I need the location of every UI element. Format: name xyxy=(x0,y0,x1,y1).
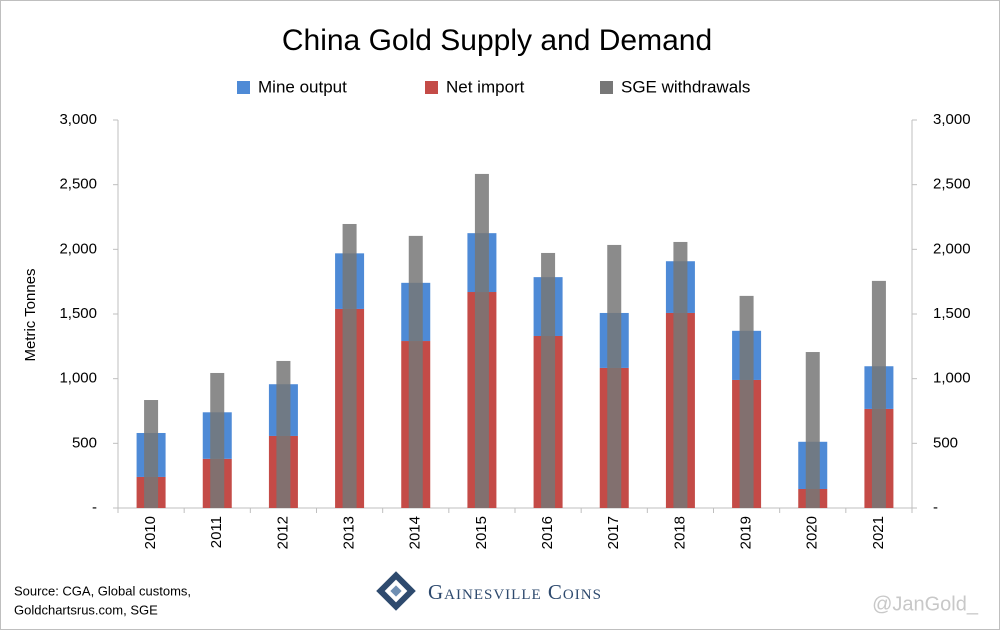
y2-tick-label: 3,000 xyxy=(933,111,971,128)
y-tick-label: 500 xyxy=(72,434,97,451)
x-tick-label: 2013 xyxy=(341,516,358,549)
x-tick-label: 2018 xyxy=(671,516,688,549)
source-line: Source: CGA, Global customs, xyxy=(14,583,191,598)
x-tick-label: 2019 xyxy=(738,516,755,549)
legend-label: Net import xyxy=(446,77,525,96)
legend-swatch xyxy=(237,81,250,94)
bar-overlay xyxy=(673,241,688,508)
x-tick-label: 2011 xyxy=(208,516,225,548)
x-tick-label: 2017 xyxy=(605,516,622,549)
watermark: @JanGold_ xyxy=(872,593,979,615)
x-tick-label: 2012 xyxy=(274,516,291,549)
bar-overlay xyxy=(805,352,820,508)
y-tick-label: 1,000 xyxy=(59,370,97,387)
x-tick-label: 2010 xyxy=(142,516,159,549)
y2-tick-label: - xyxy=(933,499,938,516)
bar-overlay xyxy=(210,372,225,508)
y2-tick-label: 500 xyxy=(933,434,958,451)
x-tick-label: 2021 xyxy=(870,516,887,549)
bar-overlay xyxy=(276,360,291,508)
y-tick-label: - xyxy=(92,499,97,516)
source-line: Goldchartsrus.com, SGE xyxy=(14,602,158,617)
bar-overlay xyxy=(408,235,423,508)
y2-tick-label: 1,500 xyxy=(933,305,971,322)
chart-title: China Gold Supply and Demand xyxy=(282,24,712,57)
y-axis-label: Metric Tonnes xyxy=(22,268,39,361)
y-tick-label: 2,000 xyxy=(59,240,97,257)
y2-tick-label: 1,000 xyxy=(933,370,971,387)
x-tick-label: 2014 xyxy=(407,516,424,549)
y2-tick-label: 2,500 xyxy=(933,176,971,193)
bar-overlay xyxy=(607,244,622,508)
x-tick-label: 2015 xyxy=(473,516,490,549)
legend-label: SGE withdrawals xyxy=(621,77,750,96)
legend-swatch xyxy=(425,81,438,94)
x-tick-label: 2016 xyxy=(539,516,556,549)
x-tick-label: 2020 xyxy=(804,516,821,549)
bar-overlay xyxy=(342,223,357,508)
bar-overlay xyxy=(144,400,159,508)
y-tick-label: 3,000 xyxy=(59,111,97,128)
bar-overlay xyxy=(739,295,754,508)
legend-swatch xyxy=(600,81,613,94)
legend-label: Mine output xyxy=(258,77,347,96)
bar-overlay xyxy=(871,280,886,508)
logo-icon xyxy=(376,571,416,611)
y2-tick-label: 2,000 xyxy=(933,240,971,257)
y-tick-label: 1,500 xyxy=(59,305,97,322)
y-tick-label: 2,500 xyxy=(59,176,97,193)
logo-text: Gainesville Coins xyxy=(428,580,602,604)
bar-overlay xyxy=(474,173,489,508)
bar-overlay xyxy=(541,252,556,508)
